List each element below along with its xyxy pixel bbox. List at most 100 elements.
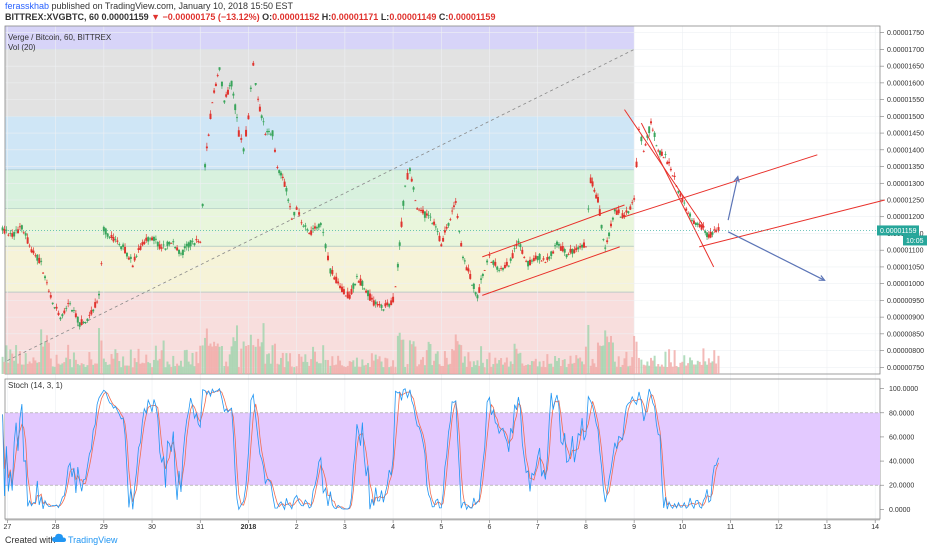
candle-body <box>266 131 269 133</box>
volume-bar <box>51 366 54 374</box>
volume-bar <box>11 353 14 374</box>
candle-body <box>45 282 48 284</box>
volume-bar <box>82 364 85 374</box>
candle-body <box>271 130 274 137</box>
volume-bar <box>15 345 18 374</box>
volume-bar <box>312 346 315 374</box>
volume-bar <box>322 345 325 374</box>
volume-bar <box>127 365 130 374</box>
candle-body <box>359 278 362 286</box>
stoch-k-line <box>2 387 719 511</box>
candle-body <box>179 253 182 255</box>
candle-body <box>696 223 699 225</box>
volume-bar <box>333 365 336 374</box>
price-tick-label: 0.00001500 <box>887 114 924 121</box>
volume-bar <box>640 359 643 374</box>
candle-body <box>660 151 663 156</box>
ohlc-line: BITTREX:XVGBTC, 60 0.00001159 ▼ −0.00000… <box>5 12 495 23</box>
volume-bar <box>225 361 228 374</box>
candle-body <box>145 237 148 241</box>
trendline-proj-lower[interactable] <box>699 199 885 248</box>
price-chart[interactable]: 0.00001750 0.00001700 0.00001650 0.00001600… <box>0 24 932 530</box>
candle-body <box>619 216 622 218</box>
volume-bar <box>629 365 632 374</box>
volume-bar <box>298 354 301 374</box>
candle-body <box>548 256 551 259</box>
trendline-upper-channel[interactable] <box>482 204 625 258</box>
candle-body <box>348 294 351 299</box>
volume-bar <box>258 346 261 374</box>
volume-bar <box>7 362 10 374</box>
volume-bar <box>114 349 117 374</box>
volume-bar <box>98 328 101 374</box>
candle-body <box>285 188 288 192</box>
volume-bar <box>519 352 522 374</box>
candle-body <box>135 255 138 257</box>
volume-bar <box>214 346 217 374</box>
volume-bar <box>199 345 202 374</box>
volume-bar <box>525 365 528 374</box>
volume-bar <box>521 363 524 374</box>
volume-bar <box>76 364 79 374</box>
volume-bar <box>365 364 368 374</box>
candle-body <box>717 227 720 231</box>
author-link[interactable]: ferasskhab <box>5 1 50 11</box>
volume-bar <box>279 357 282 374</box>
volume-bar <box>421 357 424 374</box>
volume-bar <box>34 360 37 374</box>
candle-body <box>191 240 194 242</box>
volume-bar <box>38 362 41 374</box>
volume-bar <box>502 364 505 374</box>
candle-body <box>704 230 707 233</box>
candle-body <box>664 154 667 156</box>
candle-body <box>264 134 267 135</box>
candle-body <box>382 309 385 311</box>
candle-body <box>313 226 316 229</box>
candle-body <box>429 216 432 218</box>
price-tick-label: 0.00001250 <box>887 198 924 205</box>
volume-bar <box>692 364 695 374</box>
volume-bar <box>404 366 407 374</box>
volume-bar <box>685 365 688 374</box>
trendline-down-lower[interactable] <box>640 122 715 268</box>
trendline-proj-upper[interactable] <box>624 154 818 218</box>
volume-bar <box>635 341 638 374</box>
volume-bar <box>236 325 239 374</box>
candle-body <box>300 222 303 224</box>
main-pane-title: Verge / Bitcoin, 60, BITTREX <box>8 33 112 42</box>
candle-body <box>517 240 520 243</box>
volume-bar <box>596 342 599 374</box>
candle-body <box>687 212 690 214</box>
volume-bar <box>205 328 208 374</box>
volume-bar <box>122 356 125 374</box>
trendline-lower-channel[interactable] <box>482 246 620 296</box>
candle-body <box>162 244 165 246</box>
volume-bar <box>433 360 436 374</box>
candle-body <box>116 240 119 242</box>
price-tick-label: 0.00001300 <box>887 181 924 188</box>
arrow-up-line[interactable] <box>727 176 739 221</box>
price-tick-label: 0.00000750 <box>887 365 924 372</box>
candle-body <box>523 257 526 258</box>
volume-bar <box>287 361 290 374</box>
time-tick-label: 4 <box>391 524 395 530</box>
candle-body <box>425 213 428 216</box>
candle-body <box>306 229 309 231</box>
volume-bar <box>228 354 231 374</box>
volume-bar <box>666 367 669 374</box>
volume-bar <box>523 365 526 374</box>
candle-body <box>613 209 616 212</box>
volume-bar <box>677 367 680 374</box>
open-label: O: <box>262 12 273 22</box>
candle-body <box>350 288 353 295</box>
volume-bar <box>220 346 223 374</box>
volume-bar <box>565 367 568 374</box>
tradingview-brand[interactable]: TradingView <box>68 535 118 545</box>
arrow-down-line[interactable] <box>727 231 825 281</box>
chart-header: ferasskhab published on TradingView.com,… <box>0 0 932 24</box>
candle-body <box>346 291 349 299</box>
volume-bar <box>102 358 105 374</box>
volume-bar <box>174 366 177 374</box>
tradingview-cloud-icon <box>52 533 66 542</box>
candle-body <box>102 226 105 232</box>
